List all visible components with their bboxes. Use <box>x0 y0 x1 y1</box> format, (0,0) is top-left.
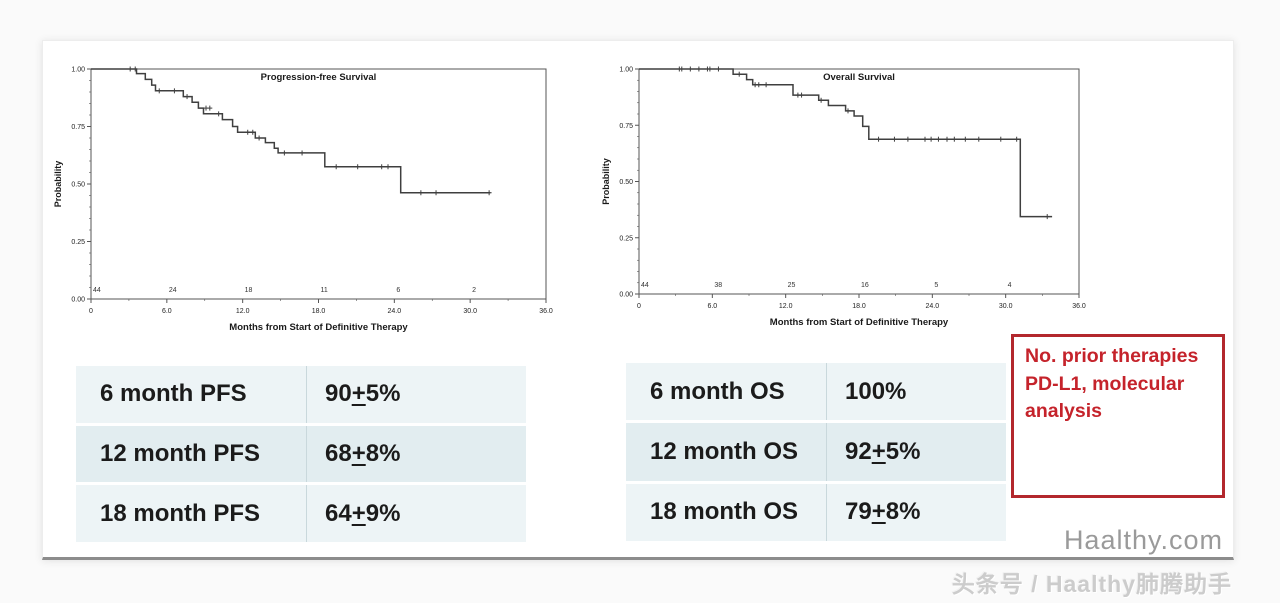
plus-minus-sign: + <box>351 380 366 408</box>
x-tick-label: 12.0 <box>236 308 250 315</box>
x-tick-label: 30.0 <box>463 308 477 315</box>
at-risk-count: 44 <box>641 282 649 289</box>
x-tick-label: 36.0 <box>1072 303 1086 310</box>
x-tick-label: 6.0 <box>162 308 172 315</box>
table-row: 6 month OS 100% <box>626 363 1006 421</box>
table-row: 18 month OS 79 +8% <box>626 483 1006 541</box>
y-tick-label: 0.50 <box>71 182 85 189</box>
metric-label: 12 month OS <box>650 437 799 465</box>
survival-curve <box>639 68 1053 218</box>
plot-frame <box>638 68 1080 295</box>
survival-curve <box>91 68 491 194</box>
haalthy-watermark: Haalthy.com <box>1063 525 1223 555</box>
at-risk-count: 38 <box>714 282 722 289</box>
x-axis-label: Months from Start of Definitive Therapy <box>770 317 949 328</box>
os-kaplan-meier-chart: 0.00 0.25 0.50 0.75 1.00 0 6.0 12.0 18.0 24.0 30.0… <box>601 66 1086 328</box>
table-row: 18 month PFS 64 +9% <box>76 485 526 543</box>
pfs-kaplan-meier-chart: 0.00 0.25 0.50 0.75 1.00 0 6.0 12.0 18.0 24.0 30.0… <box>53 66 553 333</box>
x-tick-label: 24.0 <box>926 303 940 310</box>
y-tick-label: 0.75 <box>619 123 633 130</box>
metric-label: 18 month PFS <box>100 499 261 527</box>
y-axis-label: Probability <box>601 158 611 205</box>
y-tick-label: 1.00 <box>71 67 85 74</box>
metric-value: 92 +5% <box>826 423 1006 481</box>
at-risk-count: 11 <box>321 287 328 294</box>
x-tick-label: 30.0 <box>999 303 1013 310</box>
metric-label: 18 month OS <box>650 498 799 526</box>
x-tick-label: 18.0 <box>312 308 326 315</box>
plus-minus-sign: + <box>351 440 366 467</box>
x-tick-label: 0 <box>89 308 93 315</box>
y-tick-label: 1.00 <box>619 67 633 74</box>
y-tick-label: 0.25 <box>619 235 633 242</box>
metric-label: 12 month PFS <box>100 440 261 467</box>
at-risk-count: 18 <box>245 287 253 294</box>
chart-title: Progression-free Survival <box>261 72 377 83</box>
x-tick-label: 24.0 <box>388 308 402 315</box>
at-risk-count: 5 <box>934 282 938 289</box>
at-risk-count: 6 <box>396 287 400 294</box>
y-tick-label: 0.00 <box>619 292 633 299</box>
table-row: 12 month PFS 68 +8% <box>76 425 526 483</box>
pfs-summary-table: 6 month PFS 90 +5% 12 month PFS 68 +8% 18 mont… <box>76 366 526 543</box>
x-tick-label: 6.0 <box>707 303 717 310</box>
x-tick-label: 12.0 <box>779 303 793 310</box>
os-summary-table: 6 month OS 100% 12 month OS 92 +5% 18 month O… <box>626 363 1006 541</box>
x-axis-label: Months from Start of Definitive Therapy <box>229 322 408 333</box>
footer-watermark: 头条号 / Haalthy肺腾助手 <box>951 571 1232 597</box>
x-tick-label: 36.0 <box>539 308 553 315</box>
x-tick-label: 0 <box>637 303 641 310</box>
plot-frame <box>90 68 547 300</box>
at-risk-count: 44 <box>93 287 101 294</box>
at-risk-count: 25 <box>788 282 796 289</box>
plus-minus-sign: + <box>871 437 886 465</box>
at-risk-count: 2 <box>472 287 476 294</box>
y-axis-label: Probability <box>53 161 63 208</box>
plus-minus-sign: + <box>871 498 886 526</box>
metric-label: 6 month OS <box>650 377 785 405</box>
table-row: 6 month PFS 90 +5% <box>76 366 526 423</box>
metric-value: 64 +9% <box>306 485 526 543</box>
metric-value: 68 +8% <box>306 425 526 483</box>
metric-value: 79 +8% <box>826 483 1006 541</box>
y-tick-label: 0.50 <box>619 179 633 186</box>
y-tick-label: 0.75 <box>71 124 85 131</box>
at-risk-count: 24 <box>169 287 177 294</box>
metric-value: 90 +5% <box>306 366 526 423</box>
y-tick-label: 0.00 <box>71 297 85 304</box>
metric-value: 100% <box>826 363 1006 421</box>
at-risk-count: 4 <box>1008 282 1012 289</box>
slide: 0.00 0.25 0.50 0.75 1.00 0 6.0 12.0 18.0 24.0 30.0… <box>42 40 1234 560</box>
x-tick-label: 18.0 <box>852 303 866 310</box>
prior-therapies-note: No. prior therapies PD-L1, molecular ana… <box>1011 334 1225 498</box>
table-row: 12 month OS 92 +5% <box>626 423 1006 481</box>
metric-label: 6 month PFS <box>100 380 247 408</box>
at-risk-count: 16 <box>861 282 869 289</box>
y-tick-label: 0.25 <box>71 239 85 246</box>
plus-minus-sign: + <box>351 499 366 527</box>
chart-title: Overall Survival <box>823 72 895 83</box>
